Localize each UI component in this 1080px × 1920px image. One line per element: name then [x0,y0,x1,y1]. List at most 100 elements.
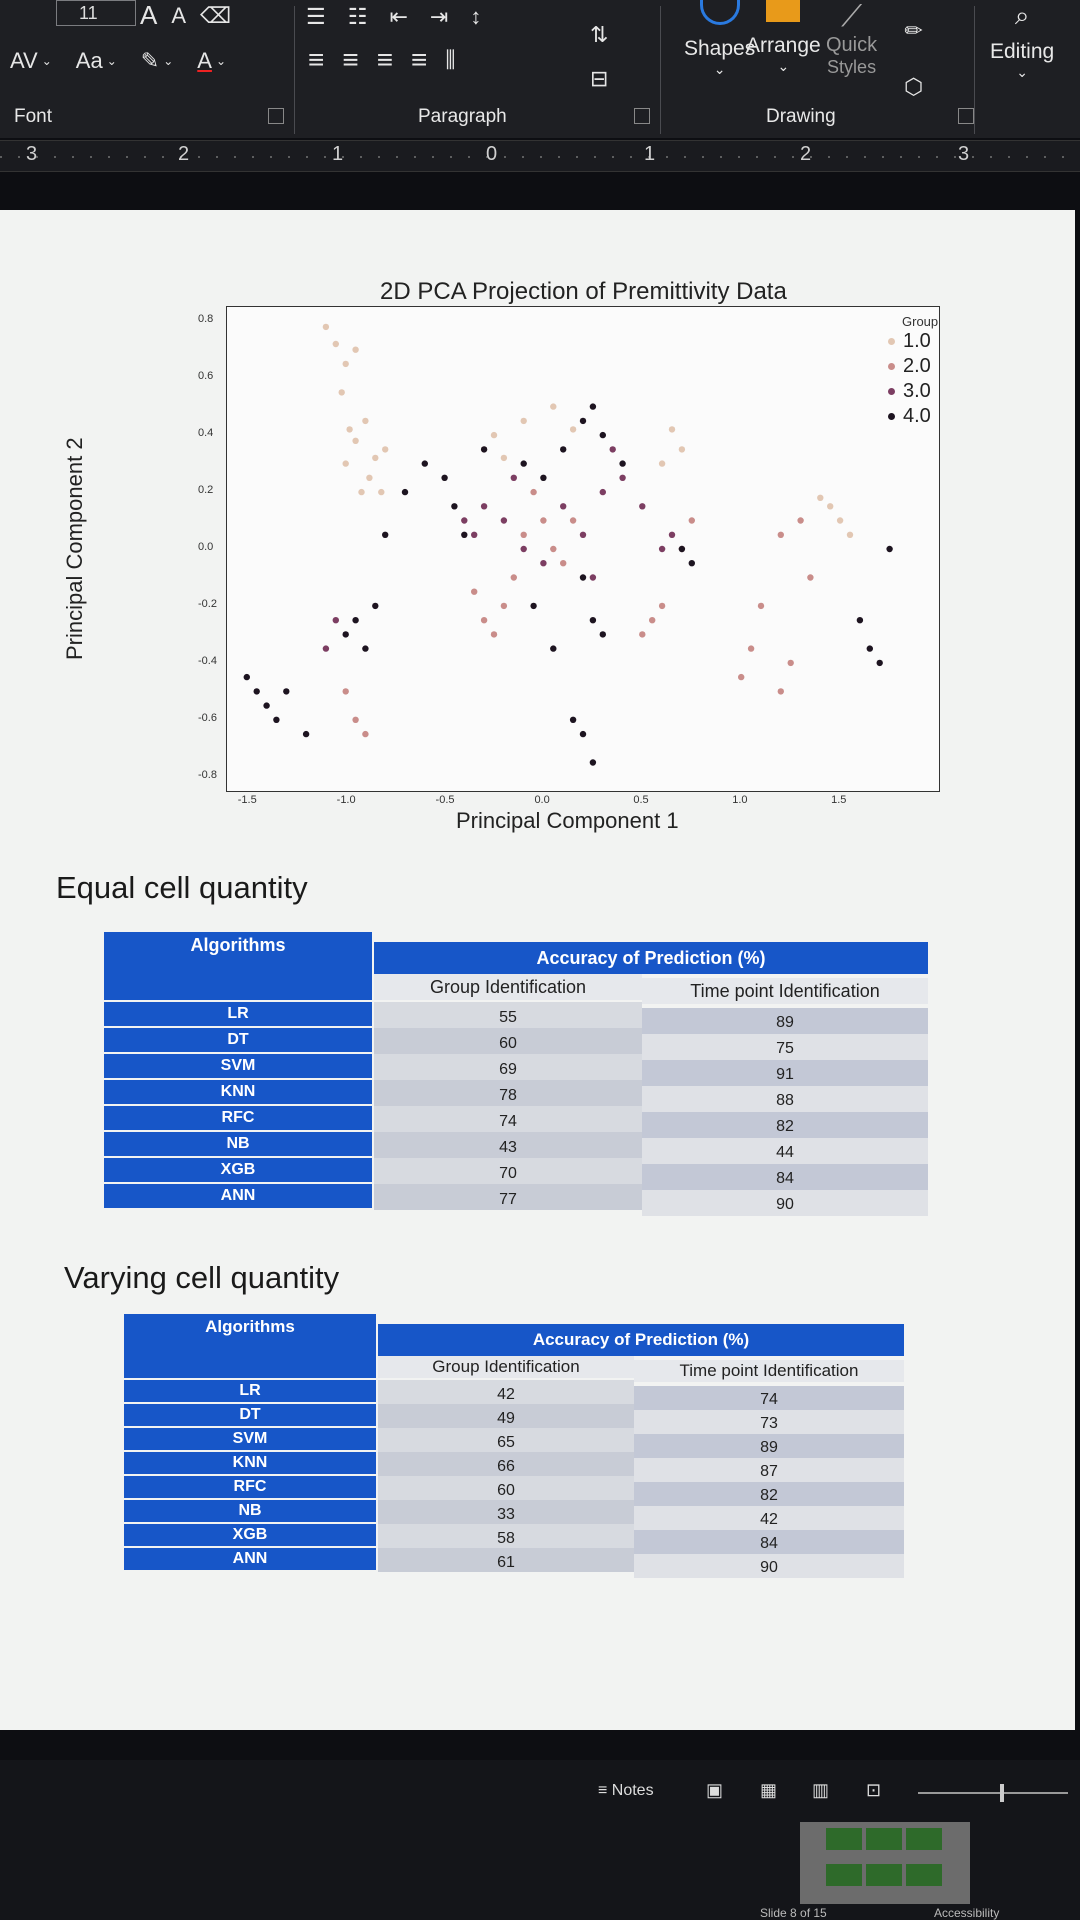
accessibility-status[interactable]: Accessibility [934,1906,1000,1920]
group-identification-cell: 60 [374,1028,642,1054]
algorithm-cell: RFC [124,1476,376,1498]
scatter-point-group-3.0 [560,503,567,510]
char-spacing-button[interactable]: AV ⌄ [10,48,52,73]
scatter-point-group-3.0 [658,545,666,553]
grow-font-button[interactable]: A [140,0,158,30]
zoom-slider-thumb[interactable] [1000,1784,1004,1802]
y-tick-label: -0.6 [198,711,217,724]
separator [660,6,661,134]
scatter-point-group-1.0 [352,437,359,444]
time-point-identification-cell: 82 [634,1482,904,1506]
scatter-point-group-2.0 [787,659,794,667]
shape-outline-icon[interactable]: ✏ [904,18,923,43]
scatter-point-group-1.0 [836,517,844,524]
slide-canvas[interactable]: 2D PCA Projection of Premittivity Data P… [0,210,1075,1730]
x-tick-label: 1.0 [732,794,748,806]
time-point-identification-cell: 75 [642,1034,928,1060]
change-case-button[interactable]: Aa ⌄ [75,48,117,73]
scatter-point-group-2.0 [500,602,508,610]
line-spacing-icon[interactable]: ↕ [470,4,482,29]
arrange-icon [766,0,801,22]
legend-title: Group [902,314,939,329]
y-axis-label: Principal Component 2 [62,437,87,660]
algorithm-cell: DT [124,1404,376,1426]
highlight-icon[interactable]: ✎ ⌄ [140,48,174,73]
scatter-point-group-4.0 [480,446,488,453]
scatter-point-group-4.0 [856,617,864,624]
reading-view-icon[interactable]: ▥ [812,1780,830,1800]
numbering-icon[interactable]: ☷ [347,4,368,29]
scatter-point-group-2.0 [352,716,359,723]
scatter-point-group-3.0 [579,531,587,538]
slide-sorter-icon[interactable]: ▦ [760,1780,778,1800]
decrease-indent-icon[interactable]: ⇤ [389,4,408,29]
text-direction-icon[interactable]: ⇅ [590,22,609,47]
notes-button[interactable]: ≡ Notes [598,1782,654,1799]
scatter-point-group-2.0 [688,517,695,524]
bullets-icon[interactable]: ☰ [306,4,326,29]
drawing-dialog-launcher-icon[interactable] [958,108,974,124]
paragraph-dialog-launcher-icon[interactable] [634,108,650,124]
scatter-point-group-1.0 [382,446,389,453]
slide-thumbnail[interactable] [800,1822,970,1904]
scatter-point-group-3.0 [540,560,547,567]
scatter-point-group-3.0 [461,517,468,524]
scatter-point-group-4.0 [550,645,557,652]
zoom-slider[interactable] [918,1792,1068,1794]
align-right-icon[interactable]: ≡ [376,44,394,75]
arrange-button[interactable]: Arrange ⌄ [746,0,821,75]
scatter-point-group-4.0 [599,431,606,439]
scatter-point-group-2.0 [777,688,784,695]
clear-format-icon[interactable]: ⌫ [200,2,232,28]
scatter-point-group-2.0 [342,688,349,695]
group-identification-cell: 77 [374,1184,642,1210]
increase-indent-icon[interactable]: ⇥ [429,4,449,29]
scatter-point-group-4.0 [619,460,626,467]
align-center-icon[interactable]: ≡ [342,44,359,75]
scatter-point-group-4.0 [688,560,695,567]
x-tick-label: 0.0 [534,794,550,806]
x-tick-label: -1.5 [237,794,257,806]
columns-icon[interactable]: ⫼ [445,47,456,72]
scatter-point-group-4.0 [243,673,250,681]
algorithm-cell: ANN [124,1548,376,1570]
group-identification-cell: 49 [378,1404,634,1428]
editing-button[interactable]: ⌕ Editing ⌄ [990,0,1055,80]
group-identification-cell: 55 [374,1002,642,1028]
scatter-point-group-1.0 [500,454,508,462]
shape-effects-icon[interactable]: ⬡ [904,74,924,99]
y-tick-label: -0.8 [198,768,217,781]
quick-styles-button[interactable]: ⟋ Quick Styles [826,0,878,77]
scatter-point-group-3.0 [599,488,606,496]
horizontal-ruler[interactable]: 3 2 1 0 1 2 3 [0,140,1080,172]
x-axis-label: Principal Component 1 [456,808,679,833]
legend-item: 2.0 [888,354,938,379]
shapes-button[interactable]: Shapes ⌄ [684,0,755,78]
x-tick-label: 1.5 [831,794,847,806]
scatter-point-group-4.0 [263,702,270,709]
scatter-point-group-1.0 [668,426,676,433]
scatter-point-group-1.0 [338,389,345,396]
scatter-point-group-4.0 [461,531,468,538]
shapes-icon [699,0,740,25]
algorithms-header: Algorithms [124,1314,376,1378]
justify-icon[interactable]: ≡ [411,44,428,75]
group-identification-cell: 61 [378,1548,634,1572]
normal-view-icon[interactable]: ▣ [706,1780,724,1800]
scatter-point-group-1.0 [352,346,359,353]
x-tick-label: -1.0 [336,794,356,806]
slideshow-icon[interactable]: ⊡ [866,1780,882,1800]
align-text-icon[interactable]: ⊟ [590,66,609,91]
scatter-point-group-4.0 [273,716,280,723]
align-left-icon[interactable]: ≡ [308,44,325,75]
font-dialog-launcher-icon[interactable] [268,108,284,124]
font-color-button[interactable]: A ⌄ [197,48,227,73]
scatter-point-group-4.0 [589,403,597,410]
scatter-point-group-3.0 [510,474,517,481]
legend-item: 1.0 [888,329,938,354]
group-identification-cell: 69 [374,1054,642,1080]
y-tick-label: -0.2 [198,597,217,610]
font-size-box[interactable]: 11 [56,0,136,26]
shrink-font-button[interactable]: A [171,2,187,28]
group-identification-cell: 66 [378,1452,634,1476]
